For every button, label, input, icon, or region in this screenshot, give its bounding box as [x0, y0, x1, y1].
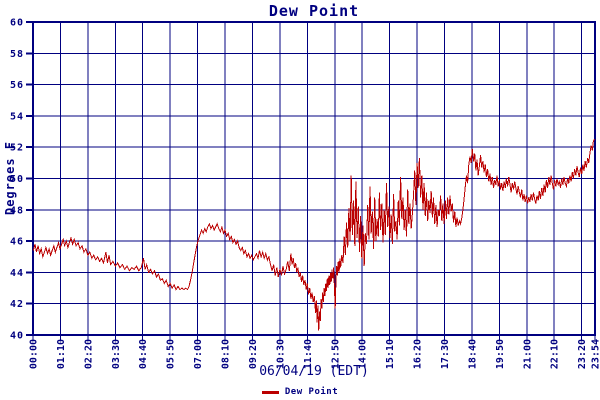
y-tick-label: 48 — [10, 205, 24, 216]
y-tick-label: 46 — [10, 237, 24, 248]
x-tick-label: 21:00 — [522, 339, 533, 369]
chart-title: Dew Point — [268, 2, 360, 20]
x-tick-label: 10:30 — [275, 339, 286, 369]
dew-point-line — [32, 139, 595, 331]
x-tick-label: 07:00 — [193, 339, 204, 369]
x-tick-label: 09:20 — [248, 339, 259, 369]
y-tick-label: 40 — [10, 331, 24, 342]
y-tick-label: 54 — [10, 111, 24, 122]
date-label: 06/04/19 (EDT) — [259, 364, 369, 379]
legend: Dew Point — [0, 387, 600, 397]
x-tick-label: 16:20 — [413, 339, 424, 369]
y-axis-label: Degrees F — [3, 140, 17, 216]
y-tick-label: 56 — [10, 80, 24, 91]
x-tick-label: 12:50 — [330, 339, 341, 369]
x-tick-label: 03:30 — [111, 339, 122, 369]
x-tick-label: 23:20 — [577, 339, 588, 369]
x-tick-label: 02:20 — [83, 339, 94, 369]
dew-point-legend-swatch — [261, 390, 279, 394]
x-tick-label: 08:10 — [221, 339, 232, 369]
y-tick-label: 50 — [10, 174, 24, 185]
y-tick-label: 44 — [10, 268, 24, 279]
y-tick-label: 52 — [10, 143, 24, 154]
x-tick-label: 04:40 — [138, 339, 149, 369]
y-tick-label: 60 — [10, 18, 24, 29]
x-tick-label: 00:00 — [29, 339, 40, 369]
x-tick-label: 05:50 — [166, 339, 177, 369]
x-tick-label: 19:50 — [495, 339, 506, 369]
y-tick-label: 42 — [10, 299, 24, 310]
plot-border — [32, 21, 596, 336]
x-tick-label: 23:54 — [591, 339, 600, 369]
dew-point-legend-label: Dew Point — [284, 387, 339, 397]
x-tick-label: 01:10 — [56, 339, 67, 369]
x-tick-label: 17:30 — [440, 339, 451, 369]
y-tick-label: 58 — [10, 49, 24, 60]
x-tick-label: 18:40 — [467, 339, 478, 369]
x-tick-label: 15:10 — [385, 339, 396, 369]
x-tick-label: 22:10 — [550, 339, 561, 369]
x-tick-label: 11:40 — [303, 339, 314, 369]
x-tick-label: 14:00 — [358, 339, 369, 369]
